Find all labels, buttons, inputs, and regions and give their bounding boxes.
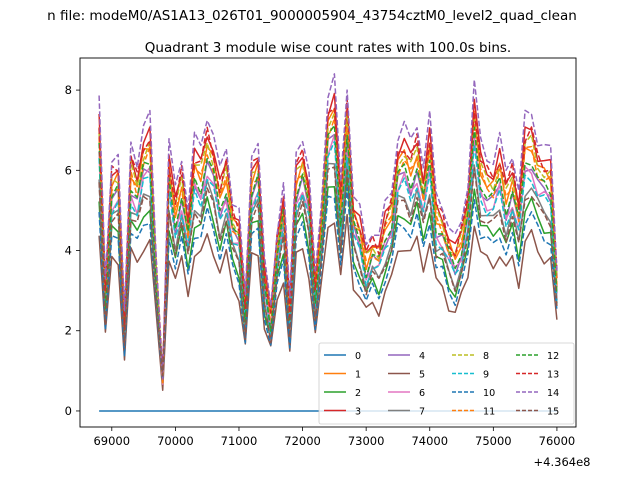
series-line-14 — [98, 73, 558, 380]
legend-box — [318, 342, 575, 425]
series-line-13 — [98, 97, 558, 375]
y-tick-label: 8 — [65, 83, 72, 97]
series-lines-layer — [98, 73, 558, 412]
x-tick-label: 73000 — [348, 434, 385, 448]
x-tick-label: 69000 — [93, 434, 130, 448]
x-tick-label: 74000 — [411, 434, 448, 448]
legend-label-14: 14 — [547, 388, 559, 399]
legend-label-9: 9 — [483, 370, 489, 381]
x-tick-label: 76000 — [539, 434, 576, 448]
series-line-15 — [98, 166, 558, 377]
series-line-9 — [98, 140, 558, 382]
series-line-12 — [98, 124, 558, 376]
legend-label-12: 12 — [547, 351, 559, 362]
y-tick-label: 2 — [65, 324, 72, 338]
series-line-8 — [98, 112, 558, 383]
plot-frame — [79, 57, 577, 428]
legend-label-15: 15 — [547, 407, 559, 418]
x-tick-label: 70000 — [157, 434, 194, 448]
figure-suptitle: n file: modeM0/AS1A13_026T01_9000005904_… — [47, 8, 577, 24]
legend-label-6: 6 — [419, 388, 425, 399]
x-tick-label: 71000 — [221, 434, 258, 448]
y-tick-label: 0 — [65, 404, 72, 418]
x-tick-label: 72000 — [284, 434, 321, 448]
legend-label-2: 2 — [355, 388, 361, 399]
y-tick-label: 4 — [65, 244, 72, 258]
series-line-5 — [98, 213, 558, 391]
y-tick-label: 6 — [65, 163, 72, 177]
legend-label-7: 7 — [419, 407, 425, 418]
legend-label-8: 8 — [483, 351, 489, 362]
legend-label-13: 13 — [547, 370, 559, 381]
legend-label-1: 1 — [355, 370, 361, 381]
legend-label-0: 0 — [355, 351, 361, 362]
legend-label-4: 4 — [419, 351, 425, 362]
series-line-2 — [98, 174, 558, 383]
x-offset-label: +4.364e8 — [534, 455, 591, 469]
legend-label-10: 10 — [483, 388, 495, 399]
x-tick-label: 75000 — [475, 434, 512, 448]
series-line-11 — [98, 117, 558, 386]
axes-layer: 69000 70000 71000 72000 73000 74000 75000 76000… — [65, 83, 576, 448]
legend-label-5: 5 — [419, 370, 425, 381]
legend-label-3: 3 — [355, 407, 361, 418]
series-line-10 — [98, 187, 558, 382]
chart-title: Quadrant 3 module wise count rates with … — [145, 40, 511, 56]
legend-label-11: 11 — [483, 407, 495, 418]
